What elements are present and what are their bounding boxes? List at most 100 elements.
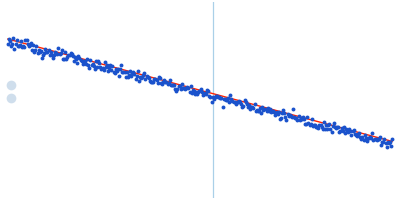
Point: [290, 108, 296, 111]
Point: [234, 101, 240, 104]
Point: [215, 96, 221, 99]
Point: [323, 124, 329, 127]
Point: [160, 81, 166, 84]
Point: [207, 95, 214, 98]
Point: [112, 67, 119, 71]
Point: [325, 123, 332, 126]
Point: [308, 122, 314, 125]
Point: [384, 145, 390, 149]
Point: [100, 68, 107, 71]
Point: [282, 115, 288, 118]
Point: [181, 86, 187, 90]
Point: [239, 106, 246, 109]
Point: [129, 71, 136, 75]
Point: [159, 83, 165, 86]
Point: [16, 44, 22, 48]
Point: [63, 57, 70, 60]
Point: [249, 105, 256, 109]
Point: [26, 44, 32, 47]
Point: [317, 124, 324, 127]
Point: [9, 42, 16, 45]
Point: [273, 110, 280, 113]
Point: [124, 70, 130, 73]
Point: [175, 85, 182, 88]
Point: [375, 138, 381, 141]
Point: [21, 45, 28, 48]
Point: [210, 96, 216, 99]
Point: [70, 54, 76, 57]
Point: [357, 136, 364, 139]
Point: [28, 42, 34, 45]
Point: [128, 74, 134, 78]
Point: [8, 44, 14, 48]
Point: [255, 110, 261, 113]
Point: [286, 113, 293, 116]
Point: [380, 141, 386, 144]
Point: [252, 109, 259, 112]
Point: [315, 126, 322, 129]
Point: [180, 87, 186, 90]
Point: [68, 53, 75, 56]
Point: [102, 60, 108, 63]
Point: [224, 99, 230, 102]
Point: [87, 59, 94, 62]
Point: [244, 102, 250, 105]
Point: [210, 97, 217, 100]
Point: [58, 51, 64, 54]
Point: [266, 110, 272, 113]
Point: [176, 84, 183, 87]
Point: [193, 90, 199, 93]
Point: [74, 62, 80, 65]
Point: [337, 130, 344, 133]
Point: [232, 103, 239, 106]
Point: [161, 78, 168, 81]
Point: [96, 62, 102, 65]
Point: [54, 53, 60, 56]
Point: [347, 129, 354, 132]
Point: [33, 45, 40, 48]
Point: [270, 110, 276, 113]
Point: [18, 39, 24, 42]
Point: [226, 100, 232, 103]
Point: [61, 57, 67, 60]
Point: [342, 131, 348, 134]
Point: [376, 137, 382, 140]
Point: [314, 125, 320, 128]
Point: [173, 89, 180, 93]
Point: [201, 93, 207, 96]
Point: [179, 82, 185, 86]
Point: [291, 116, 297, 119]
Point: [171, 83, 177, 86]
Point: [264, 110, 270, 113]
Point: [191, 90, 197, 93]
Point: [232, 100, 238, 103]
Point: [268, 110, 274, 113]
Point: [311, 123, 317, 127]
Point: [371, 137, 378, 141]
Point: [84, 58, 90, 61]
Point: [238, 102, 244, 106]
Point: [310, 125, 316, 128]
Point: [382, 141, 389, 144]
Point: [68, 52, 74, 55]
Point: [23, 39, 30, 42]
Point: [110, 71, 117, 74]
Point: [121, 70, 128, 73]
Point: [384, 141, 391, 144]
Point: [119, 70, 126, 73]
Point: [206, 94, 212, 97]
Point: [56, 52, 63, 56]
Point: [338, 127, 345, 130]
Point: [213, 94, 219, 97]
Point: [98, 67, 105, 71]
Point: [306, 123, 313, 127]
Point: [64, 55, 70, 59]
Point: [184, 86, 190, 89]
Point: [22, 39, 29, 42]
Point: [114, 70, 120, 73]
Point: [85, 64, 92, 67]
Point: [50, 56, 56, 59]
Point: [154, 81, 161, 84]
Point: [86, 67, 92, 70]
Point: [217, 97, 224, 100]
